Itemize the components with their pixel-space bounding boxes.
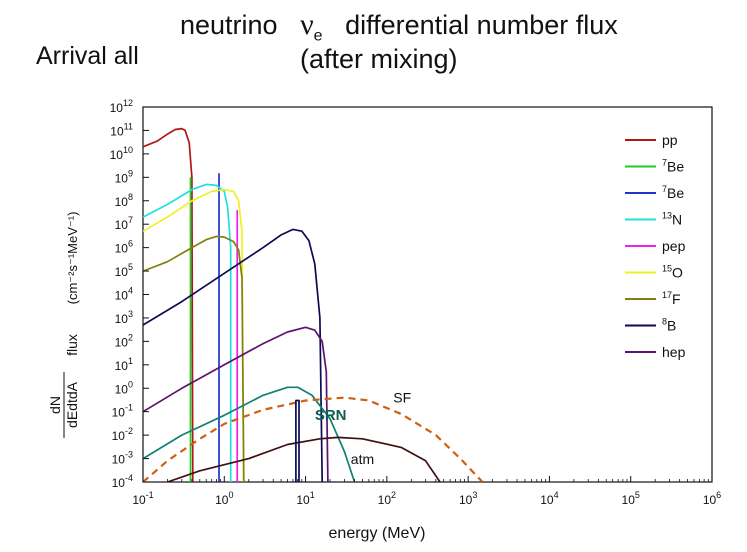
- y-tick-label: 109: [115, 168, 133, 185]
- series-line-atm: [167, 436, 441, 482]
- axis-labels: energy (MeV) dN dEdtdA flux (cm⁻²s⁻¹MeV⁻…: [47, 212, 425, 542]
- x-tick-label: 105: [622, 490, 640, 507]
- y-tick-label: 10-1: [112, 403, 133, 420]
- legend-label: 15O: [662, 264, 683, 281]
- x-tick-label: 106: [703, 490, 721, 507]
- y-tick-label: 1011: [110, 121, 133, 138]
- annotation-atm: atm: [351, 451, 374, 467]
- series-line-hep: [143, 326, 329, 482]
- legend-label: pep: [662, 238, 686, 254]
- y-label-numerator: dN: [47, 396, 63, 414]
- y-tick-label: 1012: [110, 98, 133, 115]
- series-line-13n: [143, 183, 232, 482]
- plot-area: [143, 127, 484, 482]
- plot-frame: [142, 106, 713, 483]
- x-axis-label: energy (MeV): [329, 525, 426, 542]
- annotation-srn: SRN: [315, 407, 347, 424]
- y-tick-label: 105: [115, 262, 133, 279]
- y-tick-label: 10-2: [112, 426, 133, 443]
- legend-label: 17F: [662, 290, 681, 307]
- y-tick-label: 10-3: [112, 450, 133, 467]
- y-tick-label: 104: [115, 286, 133, 303]
- y-label-denominator: dEdtdA: [64, 381, 80, 428]
- y-tick-label: 101: [115, 356, 133, 373]
- nu-subscript: e: [313, 27, 323, 45]
- legend-label: hep: [662, 344, 686, 360]
- y-tick-label: 108: [115, 192, 133, 209]
- legend-label: 7Be: [662, 184, 684, 201]
- series-line-sf: [143, 396, 484, 482]
- side-title: Arrival all: [36, 42, 139, 70]
- x-tick-label: 10-1: [132, 490, 153, 507]
- series-line-srn: [143, 386, 356, 482]
- y-tick-label: 10-4: [112, 473, 133, 490]
- series-line-pp: [143, 127, 194, 482]
- title-suffix: differential number flux: [345, 10, 618, 40]
- annotations: SF SRN atm: [315, 389, 411, 466]
- y-label-flux: flux: [64, 334, 80, 356]
- x-tick-label: 104: [540, 490, 558, 507]
- series-line-17f: [143, 235, 245, 482]
- legend-label: 8B: [662, 317, 676, 334]
- series-line-hep-line: [295, 399, 300, 482]
- series-line-8b: [143, 228, 324, 482]
- x-tick-label: 102: [378, 490, 396, 507]
- title-prefix: neutrino: [180, 10, 278, 40]
- y-tick-label: 100: [115, 379, 133, 396]
- chart-subtitle: (after mixing): [300, 44, 458, 74]
- x-tick-label: 100: [215, 490, 233, 507]
- y-tick-label: 1010: [110, 145, 133, 162]
- chart-title: neutrino νe differential number flux: [180, 8, 618, 45]
- series-line-15o: [143, 188, 245, 482]
- legend-label: 13N: [662, 211, 682, 228]
- x-tick-label: 103: [459, 490, 477, 507]
- axis-ticks: 10-1 100 101 102 103 104 105 106 1012 1011 1010 109…: [110, 98, 722, 507]
- legend-label: 7Be: [662, 158, 684, 175]
- legend-label: pp: [662, 132, 678, 148]
- nu-symbol: ν: [300, 8, 314, 41]
- y-tick-label: 107: [115, 215, 133, 232]
- y-tick-label: 103: [115, 309, 133, 326]
- y-tick-label: 106: [115, 239, 133, 256]
- x-tick-label: 101: [296, 490, 314, 507]
- annotation-sf: SF: [393, 389, 411, 405]
- axes-frame: [142, 106, 713, 483]
- y-tick-label: 102: [115, 332, 133, 349]
- legend: pp 7Be 7Be 13N pep 15O 17F 8B hep: [625, 132, 686, 360]
- y-label-units: (cm⁻²s⁻¹MeV⁻¹): [65, 212, 80, 305]
